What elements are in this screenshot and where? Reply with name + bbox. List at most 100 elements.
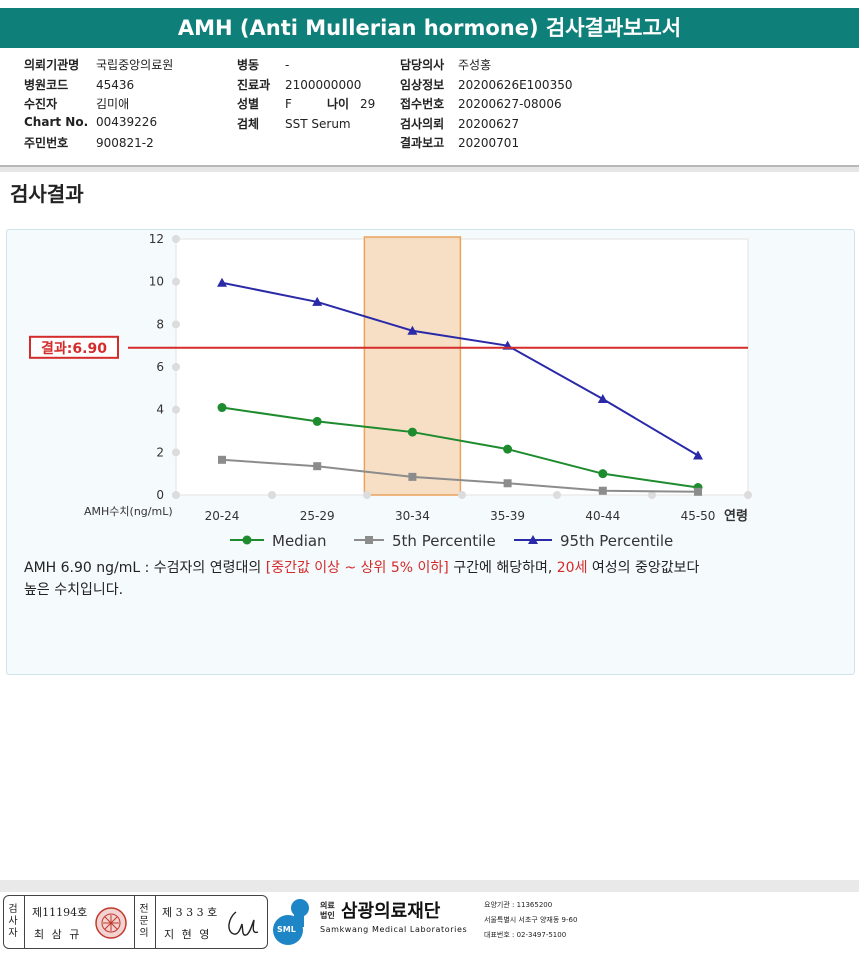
legend-label: Median xyxy=(272,532,327,550)
sig-divider xyxy=(134,896,135,948)
result-text-4: 높은 수치입니다. xyxy=(24,582,124,598)
p95-point xyxy=(217,277,227,287)
info-org: 의뢰기관명 국립중앙의료원 xyxy=(24,58,174,72)
x-axis-label: 연령 xyxy=(724,509,748,524)
x-tick-label: 45-50 xyxy=(681,509,716,523)
y-tick-mark xyxy=(172,277,180,286)
divider xyxy=(0,167,859,172)
series-line-circle xyxy=(221,406,699,489)
result-age: 20세 xyxy=(556,560,588,576)
tester-heading: 검사자 xyxy=(8,904,18,939)
doctor-heading: 전문의 xyxy=(139,904,149,939)
org-name: 삼광의료재단 xyxy=(341,901,441,922)
info-request-date: 검사의뢰 20200627 xyxy=(400,117,520,131)
legend-label: 5th Percentile xyxy=(392,532,496,550)
info-receipt-no: 접수번호 20200627-08006 xyxy=(400,97,562,111)
median-point xyxy=(598,469,608,479)
median-point xyxy=(217,403,227,413)
info-ward: 병동 - xyxy=(237,58,290,72)
info-doctor: 담당의사 주성홍 xyxy=(400,58,492,72)
age-range-highlight xyxy=(363,236,462,496)
p95-point xyxy=(597,394,608,403)
series-line-square xyxy=(221,458,699,493)
legend-marker xyxy=(242,535,252,545)
x-tick-label: 20-24 xyxy=(205,509,240,523)
x-tick-label: 25-29 xyxy=(300,509,335,523)
result-label: 결과:6.90 xyxy=(41,340,107,357)
legend-marker xyxy=(365,536,373,544)
section-title: 검사결과 xyxy=(10,182,84,206)
median-point xyxy=(407,427,417,437)
info-chart-no: Chart No. 00439226 xyxy=(24,115,158,129)
p5-point xyxy=(694,487,702,496)
median-point xyxy=(312,416,322,426)
doctor-name: 지 현 영 xyxy=(164,928,212,941)
result-text-3: 여성의 중앙값보다 xyxy=(587,560,700,576)
tester-name: 최 삼 규 xyxy=(34,928,82,941)
x-axis-dot xyxy=(744,491,752,499)
p95-point xyxy=(407,325,418,335)
p5-point xyxy=(218,455,226,464)
address: 서울특별시 서초구 양재동 9-60 xyxy=(484,916,578,924)
legend-label: 95th Percentile xyxy=(560,532,673,550)
y-tick-label: 4 xyxy=(156,403,164,417)
series-line-triangle xyxy=(221,281,699,457)
info-hospital-code: 병원코드 45436 xyxy=(24,78,135,92)
doctor-signature xyxy=(228,911,259,936)
plot-area xyxy=(175,238,749,496)
phone: 대표번호 : 02-3497-5100 xyxy=(484,931,567,939)
x-tick-label: 40-44 xyxy=(585,509,620,523)
info-resident-no: 주민번호 900821-2 xyxy=(24,136,154,150)
legal-entity-1: 의료 xyxy=(320,901,335,910)
y-tick-label: 10 xyxy=(149,275,164,289)
info-department: 진료과 2100000000 xyxy=(237,78,362,92)
info-sex: 성별 F xyxy=(237,97,292,111)
p5-point xyxy=(313,462,322,471)
p5-point xyxy=(408,472,417,481)
patient-info: 의뢰기관명 국립중앙의료원 병원코드 45436 수진자 김미애 Chart No. 0… xyxy=(0,48,859,167)
p95-point xyxy=(693,450,703,460)
y-tick-mark xyxy=(172,405,180,414)
x-tick-label: 35-39 xyxy=(490,509,525,523)
logo-badge: SML xyxy=(277,925,296,934)
footer-divider xyxy=(0,880,859,892)
y-tick-label: 0 xyxy=(156,488,164,502)
sig-divider xyxy=(24,896,25,948)
y-tick-label: 8 xyxy=(156,317,164,331)
legend-marker xyxy=(528,535,538,544)
x-axis-dot xyxy=(268,491,276,499)
signature-box: 검사자 제11194호 최 삼 규 전문의 제 3 3 3 호 지 현 영 xyxy=(3,895,268,949)
info-specimen: 검체 SST Serum xyxy=(237,117,351,131)
y-tick-mark xyxy=(172,491,180,499)
y-axis-label: AMH수치(ng/mL) xyxy=(84,505,173,518)
p5-point xyxy=(503,479,512,488)
median-point xyxy=(503,444,513,454)
report-title: AMH (Anti Mullerian hormone) 검사결과보고서 xyxy=(0,8,859,48)
sml-logo-icon xyxy=(273,899,309,945)
x-tick-label: 30-34 xyxy=(395,509,430,523)
p95-point xyxy=(312,296,323,306)
info-clinical: 임상정보 20200626E100350 xyxy=(400,78,573,92)
y-tick-mark xyxy=(172,363,180,371)
legal-entity-2: 법인 xyxy=(320,911,335,920)
y-tick-label: 6 xyxy=(156,360,164,374)
doctor-license: 제 3 3 3 호 xyxy=(162,906,218,919)
sig-divider xyxy=(155,896,156,948)
seal-stamp xyxy=(95,907,127,939)
institution-number: 요양기관 : 11365200 xyxy=(484,901,553,909)
amh-chart: 0 2 4 6 8 10 12 AMH수치(ng/mL) 20-24 25-29 30-34 35-3… xyxy=(29,232,752,550)
y-tick-mark xyxy=(172,448,180,457)
result-interpretation: AMH 6.90 ng/mL : 수검자의 연령대의 [중간값 이상 ~ 상위 … xyxy=(24,557,854,601)
info-age: 나이 29 xyxy=(327,97,376,111)
y-tick-label: 12 xyxy=(149,232,164,246)
x-axis-dot xyxy=(363,491,371,499)
y-tick-label: 2 xyxy=(156,445,164,459)
info-patient: 수진자 김미애 xyxy=(24,97,130,111)
p5-point xyxy=(598,486,607,495)
x-axis-dot xyxy=(648,491,656,499)
result-label-box xyxy=(29,335,119,359)
result-text-1: AMH 6.90 ng/mL : 수검자의 연령대의 xyxy=(24,560,266,576)
y-tick-mark xyxy=(172,235,180,243)
tester-license: 제11194호 xyxy=(32,906,88,919)
result-range: [중간값 이상 ~ 상위 5% 이하] xyxy=(265,560,449,576)
